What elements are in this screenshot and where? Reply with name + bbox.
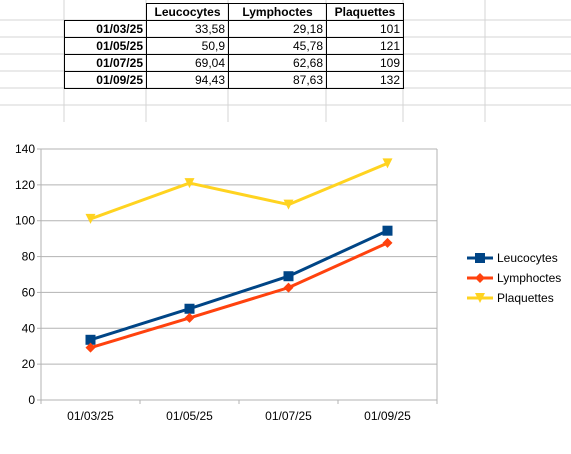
- legend-label-plaquettes[interactable]: Plaquettes: [497, 291, 554, 305]
- table-cell-plaquettes[interactable]: 121: [326, 37, 404, 55]
- data-point-leucocytes[interactable]: [283, 271, 294, 282]
- y-tick-label: 60: [22, 285, 36, 299]
- series-line-leucocytes[interactable]: [90, 229, 389, 342]
- table-header-lymphoctes[interactable]: Lymphoctes: [228, 3, 327, 21]
- data-point-plaquettes[interactable]: [85, 213, 96, 224]
- legend-marker-leucocytes[interactable]: [475, 253, 485, 263]
- legend-marker-plaquettes[interactable]: [475, 293, 485, 303]
- chart-legend[interactable]: Leucocytes Lymphoctes Plaquettes: [467, 251, 561, 305]
- x-axis-ticks: 01/03/25 01/05/25 01/07/25 01/09/25: [40, 400, 438, 423]
- y-tick-label: 40: [22, 321, 36, 335]
- data-point-lymphoctes[interactable]: [85, 342, 96, 353]
- y-tick-label: 100: [15, 214, 35, 228]
- series-line-plaquettes[interactable]: [89, 161, 389, 221]
- y-tick-label: 120: [15, 178, 35, 192]
- table-cell-leucocytes[interactable]: 94,43: [146, 71, 229, 89]
- data-point-lymphoctes[interactable]: [382, 237, 393, 248]
- y-tick-label: 80: [22, 250, 36, 264]
- table-row: 01/05/25 50,9 45,78 121: [64, 37, 404, 55]
- table-row: 01/03/25 33,58 29,18 101: [64, 20, 404, 38]
- y-tick-label: 20: [22, 357, 36, 371]
- data-point-plaquettes[interactable]: [283, 199, 294, 210]
- data-table: Leucocytes Lymphoctes Plaquettes 01/03/2…: [64, 3, 404, 89]
- x-tick-label: 01/07/25: [265, 409, 312, 423]
- table-row: 01/09/25 94,43 87,63 132: [64, 71, 404, 89]
- x-tick-label: 01/03/25: [67, 409, 114, 423]
- legend-label-leucocytes[interactable]: Leucocytes: [497, 251, 558, 265]
- table-cell-plaquettes[interactable]: 132: [326, 71, 404, 89]
- table-cell-date[interactable]: 01/03/25: [64, 20, 147, 38]
- data-point-leucocytes[interactable]: [184, 303, 195, 314]
- data-point-lymphoctes[interactable]: [184, 312, 195, 323]
- x-tick-label: 01/09/25: [364, 409, 411, 423]
- table-cell-leucocytes[interactable]: 33,58: [146, 20, 229, 38]
- data-point-plaquettes[interactable]: [382, 158, 393, 169]
- data-point-leucocytes[interactable]: [85, 334, 96, 345]
- legend-label-lymphoctes[interactable]: Lymphoctes: [497, 271, 561, 285]
- legend-marker-lymphoctes[interactable]: [475, 273, 485, 283]
- data-point-lymphoctes[interactable]: [283, 282, 294, 293]
- x-tick-label: 01/05/25: [166, 409, 213, 423]
- y-tick-label: 140: [15, 142, 35, 156]
- y-axis-ticks: 0 20 40 60 80 100 120 140: [15, 142, 41, 407]
- data-point-leucocytes[interactable]: [382, 225, 393, 236]
- chart-series-group: [85, 158, 393, 353]
- table-cell-date[interactable]: 01/09/25: [64, 71, 147, 89]
- data-point-plaquettes[interactable]: [184, 178, 195, 189]
- y-tick-label: 0: [28, 393, 35, 407]
- table-cell-lymphoctes[interactable]: 87,63: [228, 71, 327, 89]
- series-line-lymphoctes[interactable]: [90, 241, 389, 350]
- table-row: 01/07/25 69,04 62,68 109: [64, 54, 404, 72]
